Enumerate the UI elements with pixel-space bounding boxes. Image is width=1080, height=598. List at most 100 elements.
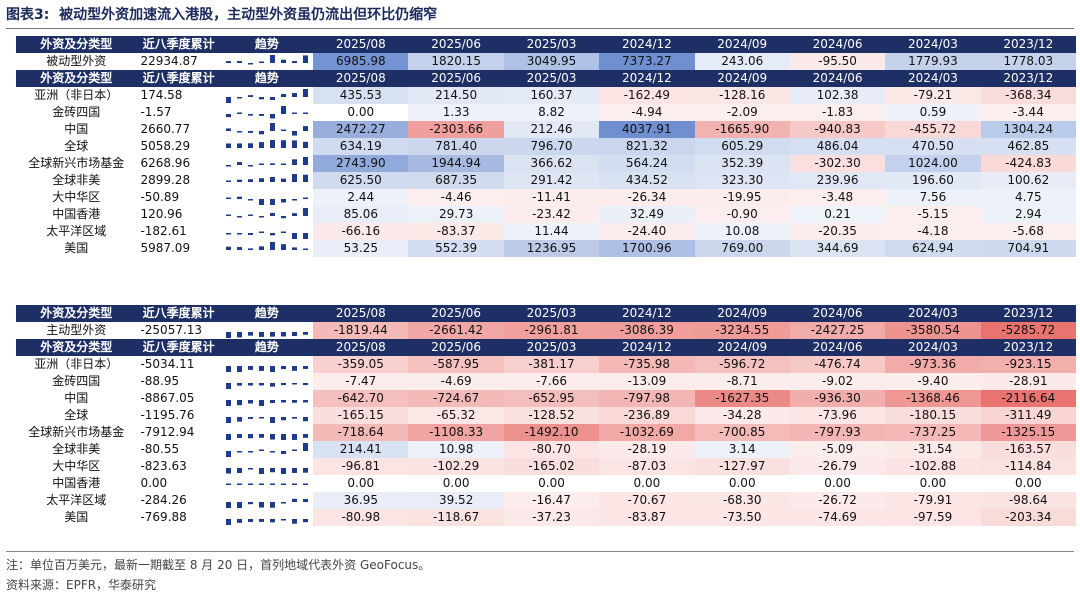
header-period: 2024/12 — [599, 305, 695, 322]
row-value: -2661.42 — [408, 322, 504, 339]
sparkline-bar — [225, 128, 231, 131]
row-value: -102.29 — [408, 458, 504, 475]
sparkline-bar — [291, 174, 297, 182]
sparkline-bar — [247, 199, 253, 201]
row-value: -2961.81 — [503, 322, 600, 339]
row-value: -3580.54 — [885, 322, 981, 339]
row-cumulative: 2899.28 — [140, 173, 191, 187]
row-value: -652.95 — [503, 390, 600, 407]
sparkline-bar — [269, 468, 275, 473]
trend-sparkline — [225, 231, 308, 239]
sparkline-bar — [258, 199, 264, 205]
sparkline-bar — [269, 233, 275, 236]
row-value: 0.00 — [313, 475, 409, 492]
row-trend — [221, 53, 313, 70]
row-trend — [221, 121, 313, 138]
row-value: -114.84 — [980, 458, 1076, 475]
sparkline-bar — [247, 451, 253, 453]
row-trend — [221, 407, 313, 424]
row-trend — [221, 441, 313, 458]
row-value: 0.59 — [885, 104, 981, 121]
sparkline-bar — [225, 383, 231, 389]
sparkline-bar — [291, 213, 297, 216]
row-value: 102.38 — [789, 87, 886, 104]
sparkline-bar — [280, 94, 286, 97]
row-value: -7.47 — [313, 373, 409, 390]
row-cumulative: -284.26 — [140, 493, 187, 507]
row-value: 0.00 — [789, 475, 886, 492]
sparkline-bar — [236, 61, 242, 63]
row-value: -102.88 — [885, 458, 981, 475]
sparkline-bar — [236, 366, 242, 372]
row-value: -724.67 — [408, 390, 504, 407]
row-value: -74.69 — [789, 509, 886, 526]
row-value: -797.93 — [789, 424, 886, 441]
row-value: -97.59 — [885, 509, 981, 526]
row-value: 10.98 — [408, 441, 504, 458]
row-value: -1368.46 — [885, 390, 981, 407]
header-period: 2024/06 — [789, 36, 886, 53]
sparkline-bar — [236, 451, 242, 453]
sparkline-bar — [258, 366, 264, 371]
sparkline-bar — [269, 366, 275, 372]
trend-sparkline — [225, 383, 308, 389]
row-cumulative: 120.96 — [140, 207, 183, 221]
row-trend — [221, 87, 313, 104]
notes-divider — [6, 551, 1074, 552]
sparkline-bar — [302, 112, 308, 114]
sparkline-bar — [258, 216, 264, 218]
sparkline-bar — [269, 502, 275, 508]
sparkline-bar — [302, 197, 308, 199]
sparkline-bar — [247, 233, 253, 235]
sparkline-bar — [236, 468, 242, 473]
sparkline-bar — [258, 97, 264, 100]
row-value: 39.52 — [408, 492, 504, 509]
sparkline-bar — [280, 519, 286, 521]
row-cumulative: 22934.87 — [140, 54, 198, 68]
row-value: -5.68 — [980, 223, 1076, 240]
sparkline-bar — [236, 112, 242, 114]
header-period: 2024/06 — [789, 70, 886, 87]
row-value: -0.90 — [694, 206, 790, 223]
sparkline-bar — [258, 231, 264, 233]
row-value: -16.47 — [503, 492, 600, 509]
sparkline-bar — [225, 502, 231, 508]
table-row: 中国香港 120.96 85.06 29.73 -23.42 32.49 -0.90 0.21… — [16, 206, 1076, 223]
row-category: 太平洋区域 — [46, 224, 107, 238]
sparkline-bar — [236, 417, 242, 422]
sparkline-bar — [236, 502, 242, 508]
row-value: -8.71 — [694, 373, 790, 390]
row-trend — [221, 189, 313, 206]
table-row: 全球 -1195.76 -165.15 -65.32 -128.52 -236.89 -34… — [16, 407, 1076, 424]
sparkline-bar — [258, 163, 264, 165]
sparkline-bar — [280, 383, 286, 386]
row-category: 全球新兴市场基金 — [28, 156, 125, 170]
row-value: -368.34 — [980, 87, 1076, 104]
row-value: 214.50 — [408, 87, 504, 104]
sparkline-bar — [291, 449, 297, 451]
sparkline-bar — [280, 332, 286, 337]
row-value: -700.85 — [694, 424, 790, 441]
table-row: 大中华区 -50.89 2.44 -4.46 -11.41 -26.34 -19.95 -3.… — [16, 189, 1076, 206]
header-period: 2023/12 — [980, 70, 1076, 87]
sparkline-bar — [225, 483, 231, 485]
header-category: 外资及分类型 — [16, 339, 137, 356]
active-flow-table: 外资及分类型 近八季度累计 趋势 2025/08 2025/06 2025/03 2024/… — [16, 305, 1076, 526]
row-value: 3.14 — [694, 441, 790, 458]
row-value: -23.42 — [503, 206, 600, 223]
header-period: 2025/08 — [313, 305, 409, 322]
row-value: -65.32 — [408, 407, 504, 424]
row-cumulative: 6268.96 — [140, 156, 191, 170]
header-period: 2025/03 — [503, 36, 600, 53]
sparkline-bar — [236, 216, 242, 218]
row-category: 全球 — [64, 139, 89, 153]
row-category: 全球 — [64, 408, 89, 422]
sparkline-bar — [247, 114, 253, 116]
row-cumulative: -88.95 — [140, 374, 180, 388]
table-row: 全球新兴市场基金 -7912.94 -718.64 -1108.33 -1492.10-… — [16, 424, 1076, 441]
row-value: -2.09 — [694, 104, 790, 121]
row-trend — [221, 155, 313, 172]
header-category: 外资及分类型 — [16, 70, 137, 87]
row-value: -70.67 — [599, 492, 695, 509]
row-category: 亚洲（非日本） — [34, 88, 119, 102]
